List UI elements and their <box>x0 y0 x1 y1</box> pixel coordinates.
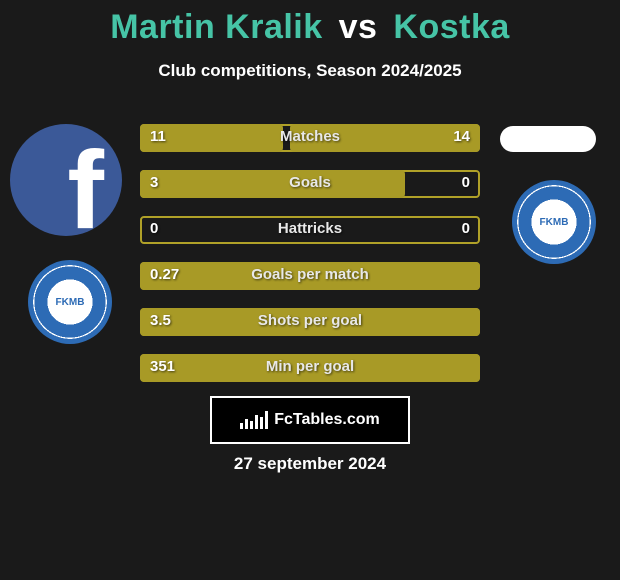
stat-value-left: 0.27 <box>150 266 179 283</box>
date-text: 27 september 2024 <box>0 454 620 474</box>
vs-text: vs <box>339 8 378 46</box>
stat-value-left: 351 <box>150 358 175 375</box>
brand-text: FcTables.com <box>274 411 380 429</box>
stat-value-right: 0 <box>462 220 470 237</box>
stat-row: Hattricks0 0 <box>140 216 480 246</box>
club-badge-right: FKMB <box>512 180 596 264</box>
comparison-title: Martin Kralik vs Kostka <box>0 0 620 47</box>
stat-label: Shots per goal <box>140 312 480 329</box>
player2-name: Kostka <box>393 8 509 46</box>
stat-label: Goals <box>140 174 480 191</box>
club-badge-left: FKMB <box>28 260 112 344</box>
club-badge-right-text: FKMB <box>537 205 571 239</box>
player1-name: Martin Kralik <box>110 8 322 46</box>
season-subtitle: Club competitions, Season 2024/2025 <box>0 61 620 81</box>
stat-row: Goals3 0 <box>140 170 480 200</box>
stat-row: Goals per match0.27 <box>140 262 480 292</box>
stat-label: Goals per match <box>140 266 480 283</box>
stat-row: Min per goal351 <box>140 354 480 384</box>
stat-row: Shots per goal3.5 <box>140 308 480 338</box>
player2-flag-pill <box>500 126 596 152</box>
stat-value-right: 14 <box>453 128 470 145</box>
stat-label: Matches <box>140 128 480 145</box>
facebook-icon <box>10 124 122 236</box>
stat-row: Matches11 14 <box>140 124 480 154</box>
club-badge-left-text: FKMB <box>53 285 87 319</box>
stat-label: Hattricks <box>140 220 480 237</box>
brand-box: FcTables.com <box>210 396 410 444</box>
stats-chart: Matches1114Goals30Hattricks00Goals per m… <box>140 124 480 400</box>
stat-value-left: 3.5 <box>150 312 171 329</box>
stat-value-right: 0 <box>462 174 470 191</box>
stat-label: Min per goal <box>140 358 480 375</box>
stat-value-left: 11 <box>150 128 166 145</box>
stat-value-left: 3 <box>150 174 158 191</box>
stat-value-left: 0 <box>150 220 158 237</box>
brand-bars-icon <box>240 411 268 429</box>
